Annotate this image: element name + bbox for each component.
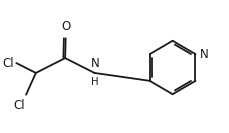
Text: H: H	[91, 77, 98, 87]
Text: Cl: Cl	[14, 99, 25, 112]
Text: Cl: Cl	[3, 57, 14, 70]
Text: N: N	[199, 48, 207, 61]
Text: O: O	[61, 20, 70, 33]
Text: N: N	[90, 57, 99, 70]
